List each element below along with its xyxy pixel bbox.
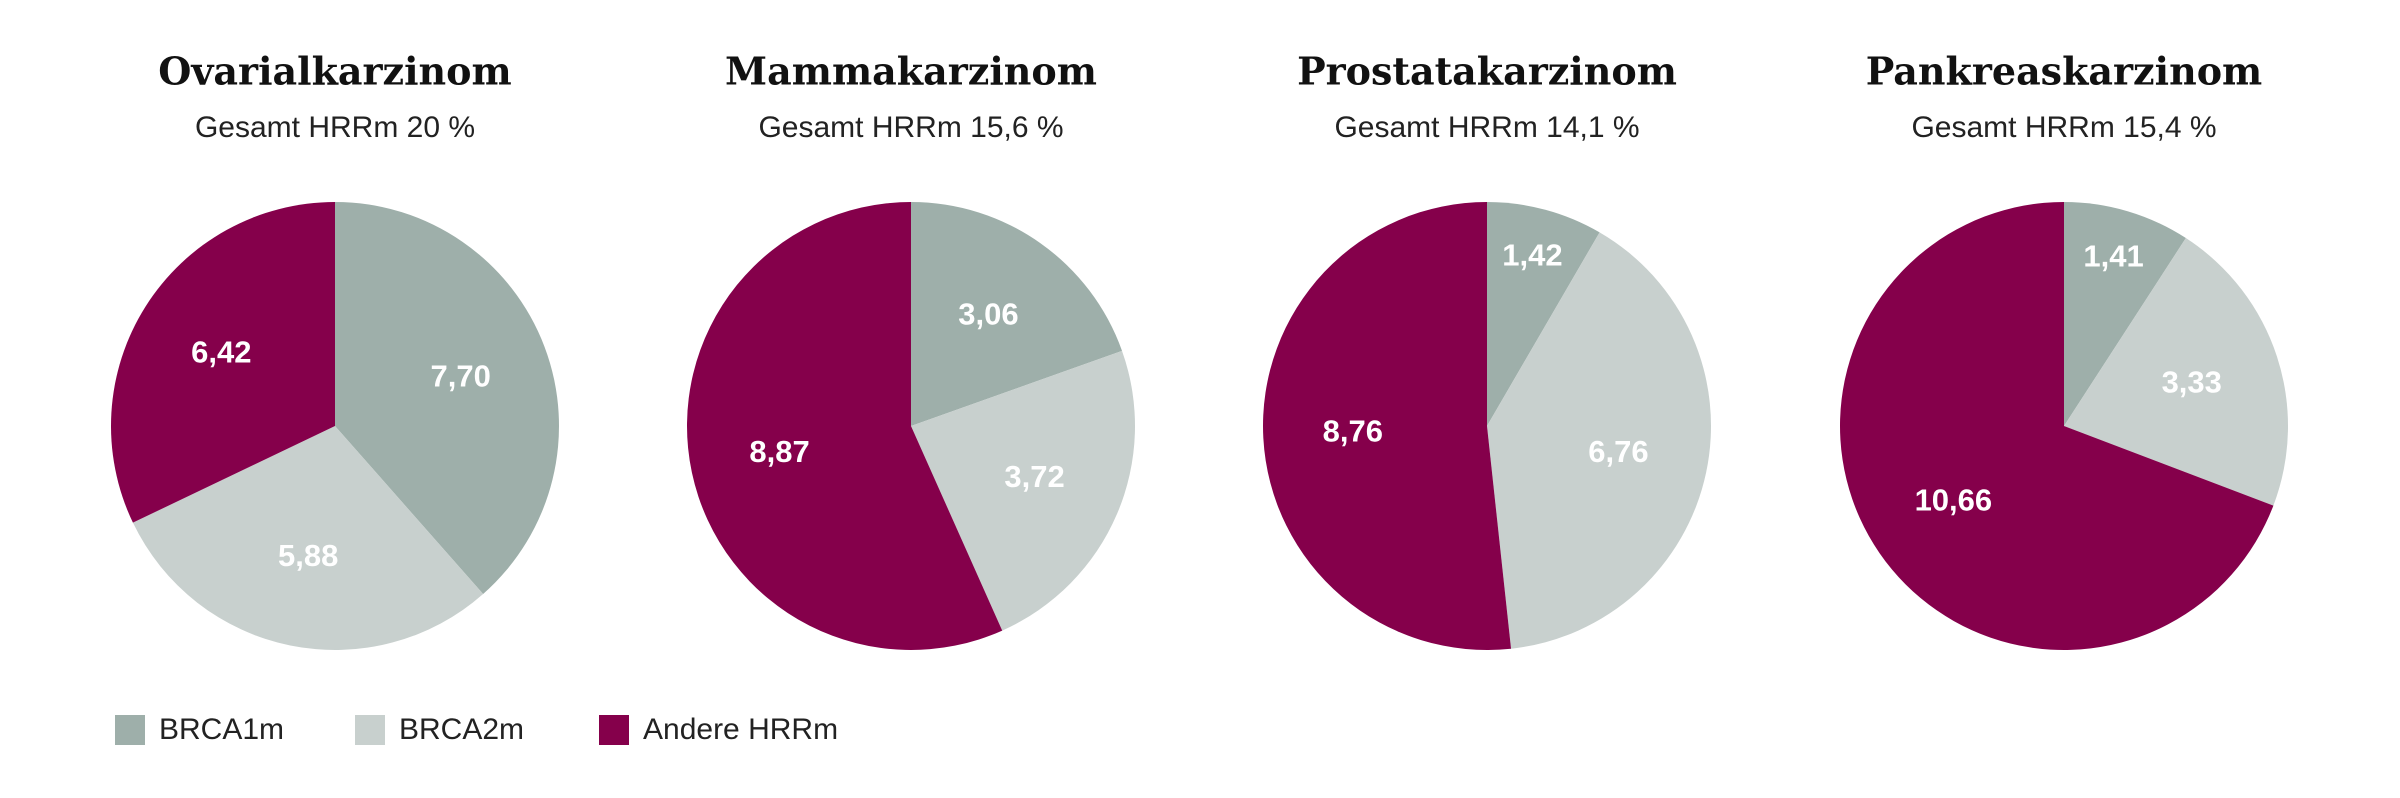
value-label: 1,42 bbox=[1502, 237, 1562, 272]
chart-subtitle: Gesamt HRRm 14,1 % bbox=[1334, 111, 1639, 144]
value-label: 3,06 bbox=[958, 296, 1018, 331]
value-label: 3,33 bbox=[2162, 364, 2222, 399]
pie-slice bbox=[1487, 232, 1711, 649]
pie-slice bbox=[1487, 202, 1600, 426]
pie-slice bbox=[2064, 238, 2288, 506]
chart-title: Ovarialkarzinom bbox=[158, 49, 512, 94]
legend-swatch bbox=[355, 715, 385, 745]
legend-label: Andere HRRm bbox=[643, 713, 838, 746]
chart-title: Pankreaskarzinom bbox=[1866, 49, 2263, 94]
chart-title: Prostatakarzinom bbox=[1297, 49, 1677, 94]
value-label: 6,76 bbox=[1588, 434, 1648, 469]
chart-title: Mammakarzinom bbox=[725, 49, 1097, 94]
pie-slice bbox=[911, 350, 1135, 631]
value-label: 8,87 bbox=[749, 434, 809, 469]
pie-slice bbox=[1263, 202, 1512, 650]
chart-subtitle: Gesamt HRRm 20 % bbox=[195, 111, 475, 144]
legend-label: BRCA1m bbox=[159, 713, 284, 746]
chart-subtitle: Gesamt HRRm 15,4 % bbox=[1911, 111, 2216, 144]
pie-slice bbox=[335, 202, 560, 595]
pie-slice bbox=[1840, 202, 2274, 651]
legend-swatch bbox=[115, 715, 145, 745]
legend-label: BRCA2m bbox=[399, 713, 524, 746]
pie-slice bbox=[2064, 202, 2186, 426]
value-label: 3,72 bbox=[1004, 459, 1064, 494]
value-label: 10,66 bbox=[1915, 483, 1993, 518]
value-label: 8,76 bbox=[1323, 413, 1383, 448]
value-label: 5,88 bbox=[278, 538, 338, 573]
pie-slice bbox=[111, 202, 335, 523]
legend-swatch bbox=[599, 715, 629, 745]
pie-slice bbox=[911, 202, 1123, 426]
value-label: 7,70 bbox=[431, 359, 491, 394]
chart-subtitle: Gesamt HRRm 15,6 % bbox=[758, 111, 1063, 144]
pie-slice bbox=[687, 202, 1003, 650]
value-label: 6,42 bbox=[191, 335, 251, 370]
pie-slice bbox=[132, 426, 484, 650]
value-label: 1,41 bbox=[2083, 239, 2143, 274]
